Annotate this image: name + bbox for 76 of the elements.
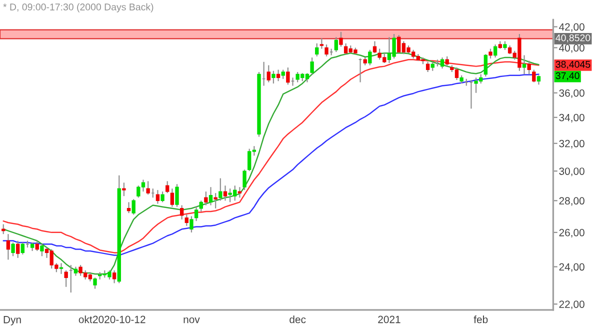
candlestick [527,60,531,75]
x-tick-label: 2021 [378,316,400,324]
candlestick [175,184,179,208]
candlestick [372,40,377,54]
data-label: 38,4045 [556,60,590,69]
candlestick [368,49,372,66]
candlestick [122,182,126,197]
y-tick-label: 30,00 [559,168,584,176]
candlestick [208,186,213,206]
x-tick-label: nov [184,317,200,324]
candlestick [440,56,444,70]
x-tick-label: 2020-10-12 [93,316,146,324]
y-tick-label: 42,00 [558,23,584,32]
candlestick [493,44,498,58]
candlestick [238,186,242,198]
candlestick [194,206,198,222]
candlestick [281,69,285,80]
candlestick [532,69,536,83]
candlestick [536,74,541,86]
candlestick [20,242,25,255]
candlestick [276,69,280,82]
text: Dyn [4,316,21,326]
x-tick-label: feb [474,316,488,324]
candlestick [218,178,222,202]
candlestick [16,240,20,258]
candlestick [64,270,68,288]
candlestick [339,31,343,48]
chart-title: * D, 09:00-17:30 (2000 Days Back) [3,3,154,12]
y-tick-label: 40,00 [558,44,584,53]
candlestick [199,200,203,212]
y-tick-label: 34,00 [559,114,584,122]
candlestick [484,54,488,78]
band-label: 40,8520 [556,34,590,42]
candlestick [132,198,136,216]
candlestick [11,242,15,257]
candlestick [146,180,150,196]
candlestick [156,190,160,204]
candlestick [214,192,218,209]
candlestick [184,214,188,226]
candlestick [170,188,174,208]
text: 37,40 [556,72,580,80]
candlestick [445,56,449,67]
candlestick [266,64,270,83]
candlestick [190,216,194,233]
candlestick [315,42,319,57]
candlestick [522,54,526,75]
y-tick-label: 28,00 [559,197,584,206]
candlestick [6,234,10,260]
candlestick [74,266,78,276]
candlestick [488,48,492,60]
candlestick [35,240,39,252]
candlestick [223,185,228,202]
candlestick [310,56,314,75]
candlestick [40,244,44,257]
candlestick [160,191,164,203]
candlestick [126,202,131,214]
candlestick [320,38,324,50]
candlestick [324,44,328,57]
candlestick [112,270,116,284]
y-tick-label: 32,00 [559,140,584,148]
candlestick [166,180,170,194]
candlestick [204,191,208,206]
candlestick [59,262,64,275]
candlestick [426,61,430,73]
candlestick [334,36,338,53]
candlestick [272,70,276,84]
candlestick [242,169,246,191]
y-tick-label: 26,00 [559,228,584,238]
candlestick [93,277,97,290]
x-tick-label: okt [78,316,92,324]
y-tick-label: 24,00 [559,263,584,272]
x-tick-label: dec [290,316,306,324]
candlestick [286,66,290,86]
y-tick-label: 36,00 [559,89,584,98]
y-tick-label: 22,00 [559,300,584,310]
candlestick [180,204,184,220]
